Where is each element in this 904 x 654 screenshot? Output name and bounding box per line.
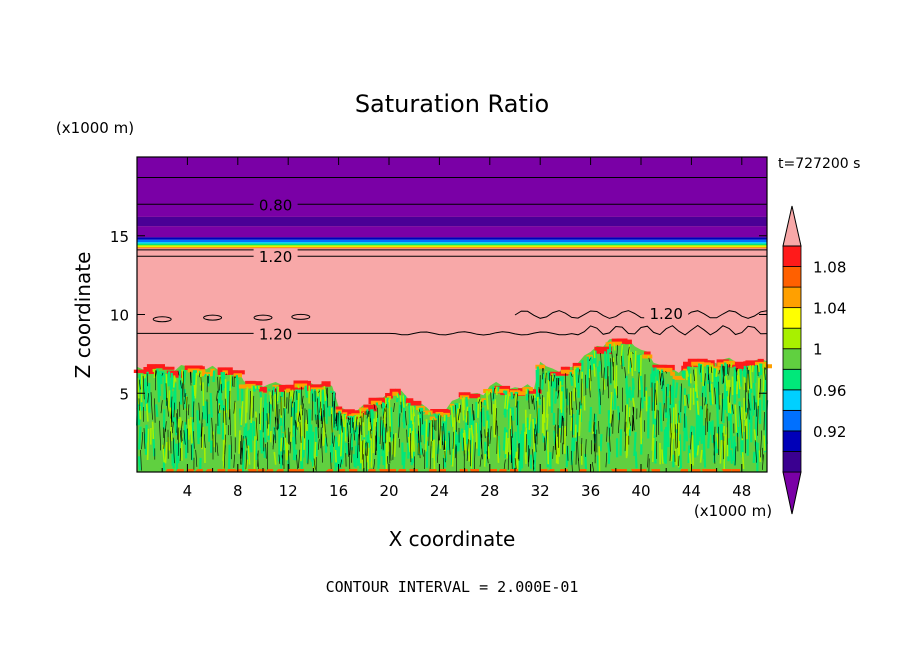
transition-band-1	[137, 239, 767, 243]
colorbar-tick-label-4: 0.92	[813, 423, 846, 441]
colorbar: 1.08 1.04 1 0.96 0.92	[782, 205, 846, 515]
x-unit-label: (x1000 m)	[694, 502, 772, 520]
colorbar-swatch-7	[782, 307, 802, 329]
transition-band-2	[137, 242, 767, 244]
transition-band-3	[137, 243, 767, 246]
contour-label-0: 0.80	[259, 196, 292, 214]
contour-label-bg-3	[644, 304, 689, 321]
colorbar-swatch-4	[782, 368, 802, 391]
contour-label-bg-2	[253, 325, 298, 342]
contour-120-mid	[137, 324, 768, 336]
x-tick-label-44: 44	[682, 482, 701, 500]
colorbar-tick-label-2: 1	[813, 341, 823, 359]
purple-layer	[137, 226, 767, 238]
contour-label-bg-1	[253, 248, 298, 265]
contour-label-2: 1.20	[259, 325, 292, 343]
colorbar-swatch-6	[782, 327, 802, 350]
x-tick-label-36: 36	[581, 482, 600, 500]
contour-label-bg-0	[253, 196, 298, 213]
colorbar-swatch-3	[782, 389, 802, 411]
contour-blob-1	[203, 314, 223, 321]
x-tick-label-24: 24	[430, 482, 449, 500]
contour-blob-0	[152, 316, 172, 323]
boundary-contour-texture	[138, 344, 766, 473]
x-tick-label-16: 16	[329, 482, 348, 500]
contour-label-3: 1.20	[649, 305, 682, 323]
x-tick-label-12: 12	[279, 482, 298, 500]
colorbar-max-arrow	[782, 205, 802, 247]
colorbar-min-arrow	[782, 471, 802, 515]
x-tick-label-20: 20	[379, 482, 398, 500]
x-tick-label-32: 32	[531, 482, 550, 500]
dark-band-layer	[137, 216, 767, 227]
x-tick-label-48: 48	[732, 482, 751, 500]
chart-title: Saturation Ratio	[355, 90, 549, 118]
transition-band-4	[137, 245, 767, 247]
y-axis-label: Z coordinate	[71, 252, 95, 379]
contour-interval-note: CONTOUR INTERVAL = 2.000E-01	[326, 578, 579, 596]
colorbar-swatch-8	[782, 286, 802, 309]
x-axis-label: X coordinate	[389, 527, 516, 551]
x-tick-label-28: 28	[480, 482, 499, 500]
colorbar-swatch-1	[782, 430, 802, 452]
time-label: t=727200 s	[778, 156, 860, 172]
contour-lines: 0.80 1.20 1.20 1.20	[137, 176, 768, 343]
x-tick-label-8: 8	[233, 482, 243, 500]
y-tick-label-5: 5	[119, 385, 129, 403]
transition-band-6	[137, 247, 767, 249]
colorbar-tick-label-3: 0.96	[813, 382, 846, 400]
colorbar-swatch-5	[782, 348, 802, 370]
contour-blob-3	[291, 313, 311, 320]
colorbar-tick-label-1: 1.04	[813, 300, 846, 318]
y-unit-label: (x1000 m)	[56, 119, 134, 137]
y-tick-label-10: 10	[110, 307, 129, 325]
x-tick-label-40: 40	[631, 482, 650, 500]
contour-120-right	[514, 310, 768, 319]
colorbar-tick-label-0: 1.08	[813, 259, 846, 277]
colorbar-swatch-2	[782, 409, 802, 432]
contour-label-1: 1.20	[259, 248, 292, 266]
contour-blob-2	[253, 314, 273, 321]
y-tick-label-15: 15	[110, 228, 129, 246]
upper-purple-layer	[137, 157, 767, 217]
colorbar-swatch-9	[782, 266, 802, 288]
transition-band-5	[137, 246, 767, 248]
colorbar-swatch-0	[782, 451, 802, 473]
transition-band-0	[137, 237, 767, 240]
colorbar-swatch-10	[782, 245, 802, 267]
x-tick-label-4: 4	[183, 482, 193, 500]
